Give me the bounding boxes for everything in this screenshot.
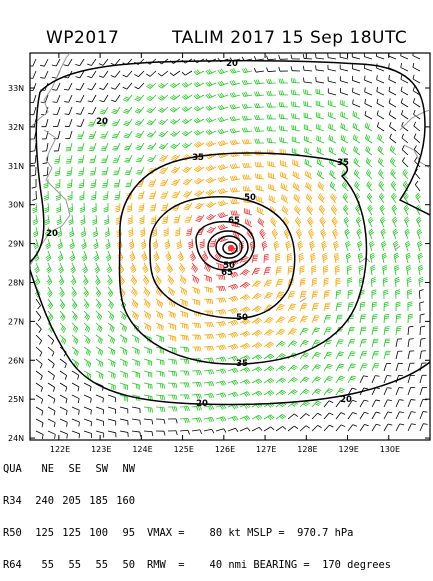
- contour-label: 35: [337, 158, 349, 168]
- lat-label: 27N: [8, 317, 24, 326]
- row-name: R34: [3, 496, 27, 507]
- contour-label: 20: [96, 117, 108, 127]
- radius-value: 100: [81, 528, 108, 539]
- radius-value: 50: [108, 560, 135, 571]
- contour-label: 20: [46, 229, 58, 239]
- latitude-labels: 33N 32N 31N 30N 29N 28N 27N 26N 25N 24N: [8, 84, 24, 443]
- contour-label: 50: [236, 313, 248, 323]
- radius-value: 240: [27, 496, 54, 507]
- radius-value: 125: [54, 528, 81, 539]
- lat-label: 28N: [8, 278, 24, 287]
- lat-label: 30N: [8, 201, 24, 210]
- radius-value: 55: [54, 560, 81, 571]
- lat-label: 29N: [8, 240, 24, 249]
- lat-label: 25N: [8, 395, 24, 404]
- lat-label: 26N: [8, 356, 24, 365]
- contour-label: 50: [244, 193, 256, 203]
- lat-label: 24N: [8, 434, 24, 443]
- radius-value: 185: [81, 496, 108, 507]
- lat-label: 33N: [8, 84, 24, 93]
- rmw-bearing: RMW = 40 nmi BEARING = 170 degrees: [147, 560, 391, 571]
- col-header: NW: [108, 464, 135, 475]
- radius-value: 95: [108, 528, 135, 539]
- contour-label: 35: [236, 359, 248, 369]
- col-header: NE: [27, 464, 54, 475]
- contour-label: 65: [228, 216, 240, 226]
- vmax-mslp: VMAX = 80 kt MSLP = 970.7 hPa: [147, 528, 353, 539]
- contour-label: 20: [196, 399, 208, 409]
- contour-label: 20: [340, 395, 352, 405]
- lat-label: 32N: [8, 123, 24, 132]
- radius-value: 55: [81, 560, 108, 571]
- row-name: R50: [3, 528, 27, 539]
- col-header: SE: [54, 464, 81, 475]
- contour-label: 35: [192, 153, 204, 163]
- contour-label: 65: [221, 268, 233, 278]
- wind-field-map: 20 20 20 20 20 35 35 35 50 50 65 50 65 3…: [0, 0, 433, 500]
- radius-value: 125: [27, 528, 54, 539]
- storm-center-marker: [228, 245, 234, 251]
- radius-value: 55: [27, 560, 54, 571]
- col-header: QUA: [3, 464, 27, 475]
- radius-value: 160: [108, 496, 135, 507]
- row-name: R64: [3, 560, 27, 571]
- lat-label: 31N: [8, 162, 24, 171]
- basin-label: WP2017: [46, 28, 119, 48]
- contour-label: 20: [226, 59, 238, 69]
- storm-title: TALIM 2017 15 Sep 18UTC: [172, 28, 407, 48]
- radius-value: 205: [54, 496, 81, 507]
- col-header: SW: [81, 464, 108, 475]
